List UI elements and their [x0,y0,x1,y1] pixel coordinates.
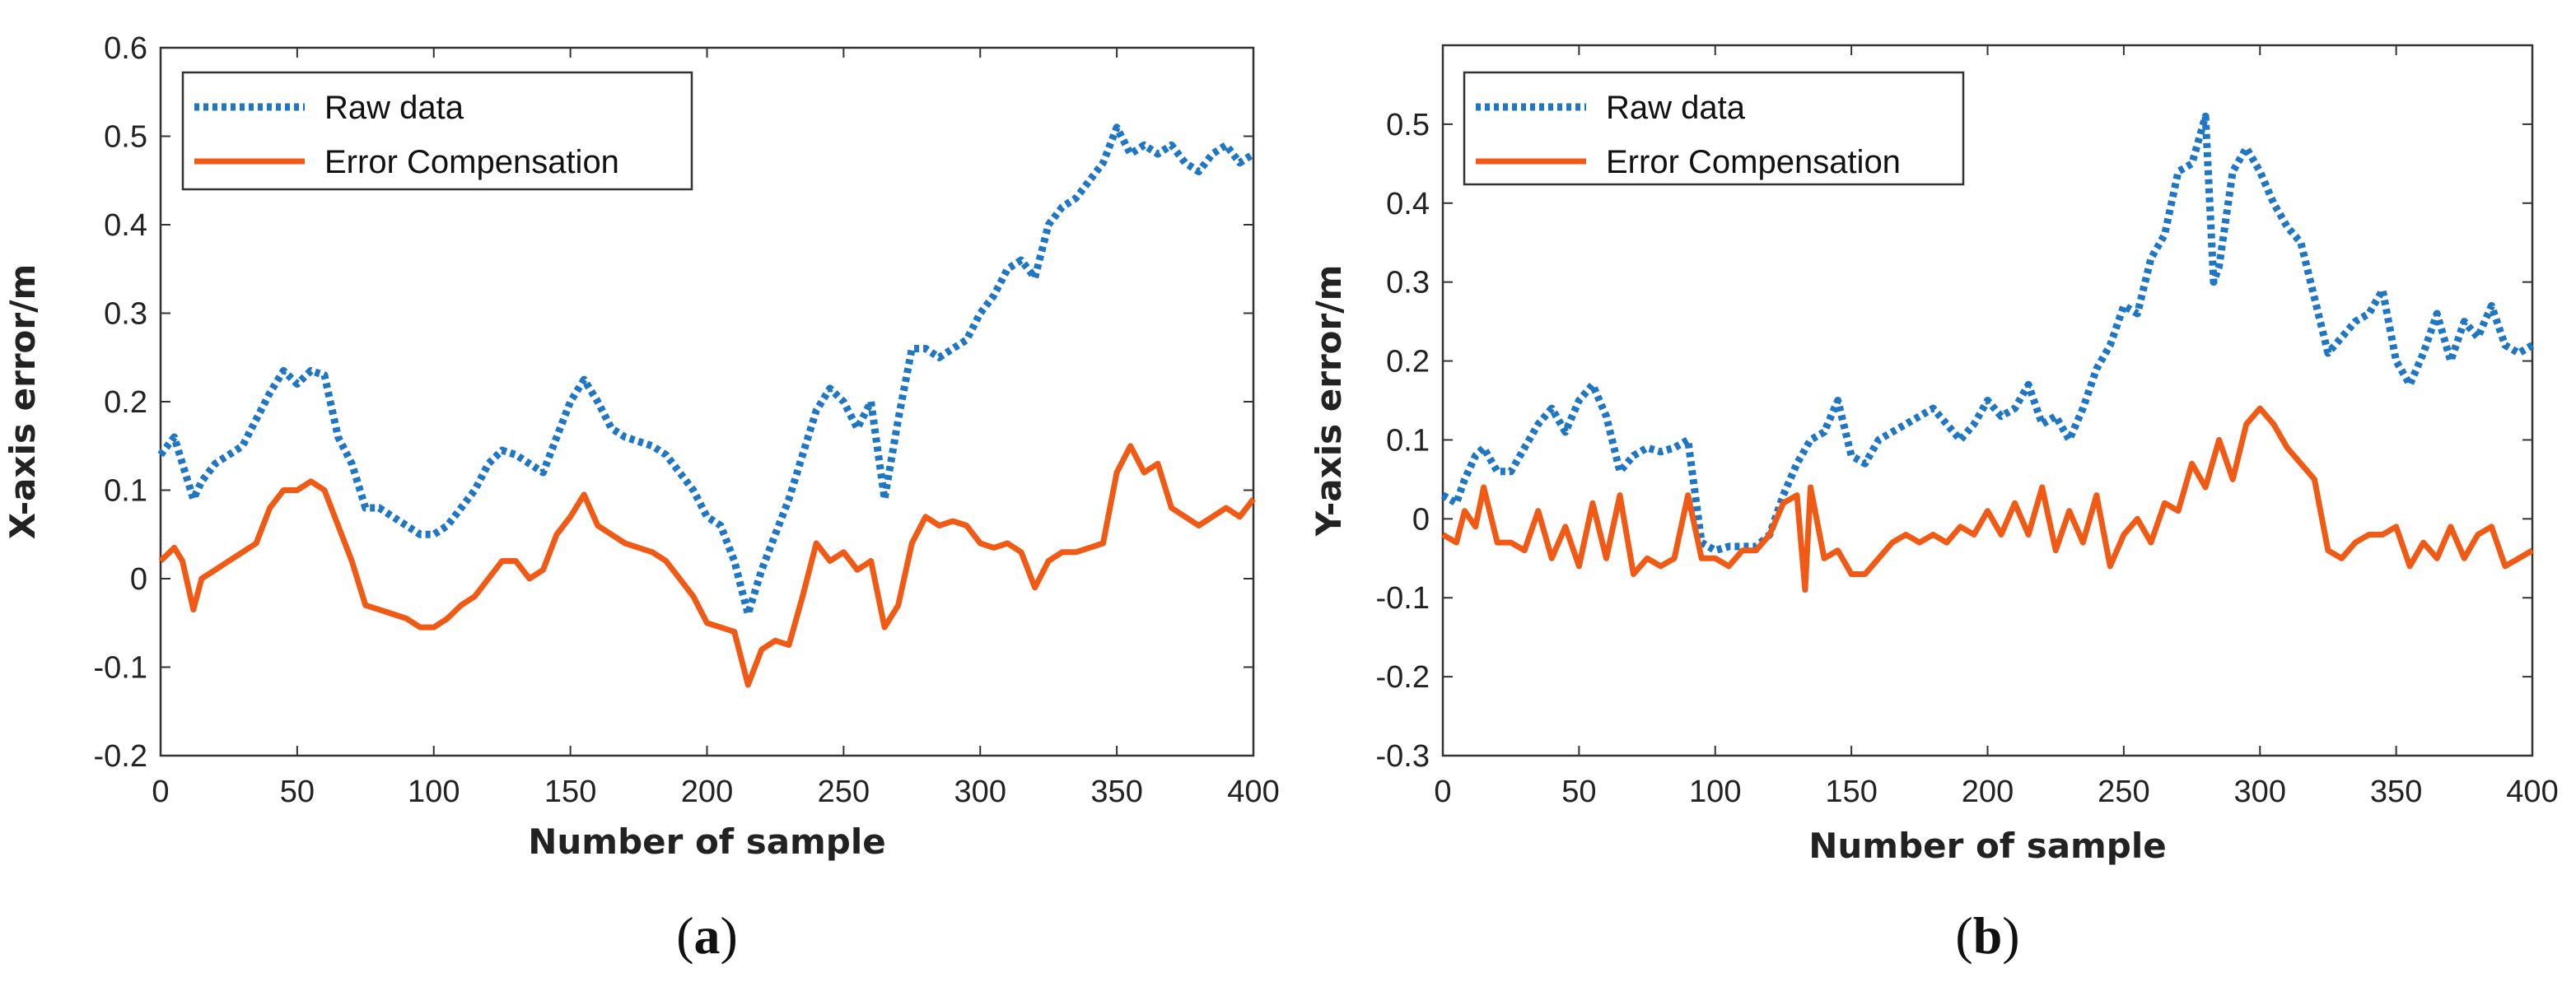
panel-label-close: ) [721,906,738,965]
x-tick-label: 0 [1434,775,1451,809]
x-tick-label: 400 [1227,775,1279,809]
y-tick-label: 0.4 [104,208,147,243]
legend-label: Raw data [1606,90,1746,126]
legend: Raw data Error Compensation [181,71,693,191]
x-tick-label: 150 [1825,775,1877,809]
chart-panel-b: 0 50 100 150 200 250 300 350 400 -0.3 -0.2 -0.1 0 0.1… [1309,44,2559,965]
x-tick-label: 100 [1689,775,1741,809]
series-line-raw-data [157,123,1256,618]
panel-label-open: ( [676,906,693,965]
y-tick-label: 0 [1412,502,1430,537]
y-tick-label: 0.6 [104,31,147,66]
x-tick-label: 50 [1561,775,1596,809]
y-tick-label: 0 [130,562,147,597]
y-tick-label: 0.1 [104,474,147,509]
y-tick-label: -0.2 [1376,660,1430,695]
panel-label-open: ( [1955,906,1972,965]
y-tick-label: -0.1 [94,651,147,686]
panel-label: (b) [1955,906,2019,965]
y-tick-label: 0.2 [1386,345,1430,379]
x-tick-label: 50 [280,775,315,809]
x-axis-label: Number of sample [1808,826,2167,866]
y-tick-label: 0.2 [104,385,147,420]
y-tick-label: -0.2 [94,739,147,774]
legend: Raw data Error Compensation [1463,71,1965,186]
legend-label: Error Compensation [1606,144,1901,180]
chart-panel-a: 0 50 100 150 200 250 300 350 400 -0.2 -0.1 0 0.1 0.2 0… [2,31,1280,965]
legend-label: Error Compensation [324,144,619,180]
x-tick-label: 400 [2506,775,2558,809]
x-tick-label: 300 [954,775,1006,809]
series-line-error-compensation [158,443,1256,688]
panel-label-close: ) [2002,906,2019,965]
y-tick-label: 0.3 [104,297,147,332]
series-line-raw-data [1440,112,2535,555]
x-tick-label: 300 [2234,775,2286,809]
series-line-error-compensation [1441,405,2534,593]
y-axis-label: X-axis error/m [2,264,43,539]
panel-label-letter: a [694,906,721,965]
x-tick-label: 100 [408,775,460,809]
y-tick-label: 0.5 [1386,108,1430,142]
x-tick-label: 0 [152,775,169,809]
panel-label-letter: b [1973,906,2003,965]
y-tick-label: -0.3 [1376,739,1430,774]
y-tick-label: 0.1 [1386,423,1430,458]
x-tick-label: 200 [1962,775,2014,809]
x-axis-label: Number of sample [528,821,886,862]
panel-label: (a) [676,906,738,965]
x-tick-label: 350 [2370,775,2422,809]
y-tick-label: 0.4 [1386,187,1430,221]
y-tick-label: 0.5 [104,120,147,155]
x-tick-label: 200 [681,775,733,809]
x-tick-label: 150 [544,775,596,809]
x-tick-label: 350 [1090,775,1142,809]
y-tick-label: -0.1 [1376,581,1430,616]
legend-label: Raw data [324,90,464,126]
x-tick-label: 250 [818,775,870,809]
legend-box [1463,71,1965,186]
legend-box [181,71,693,191]
x-tick-label: 250 [2098,775,2149,809]
y-tick-label: 0.3 [1386,266,1430,300]
y-axis-label: Y-axis error/m [1309,265,1349,538]
